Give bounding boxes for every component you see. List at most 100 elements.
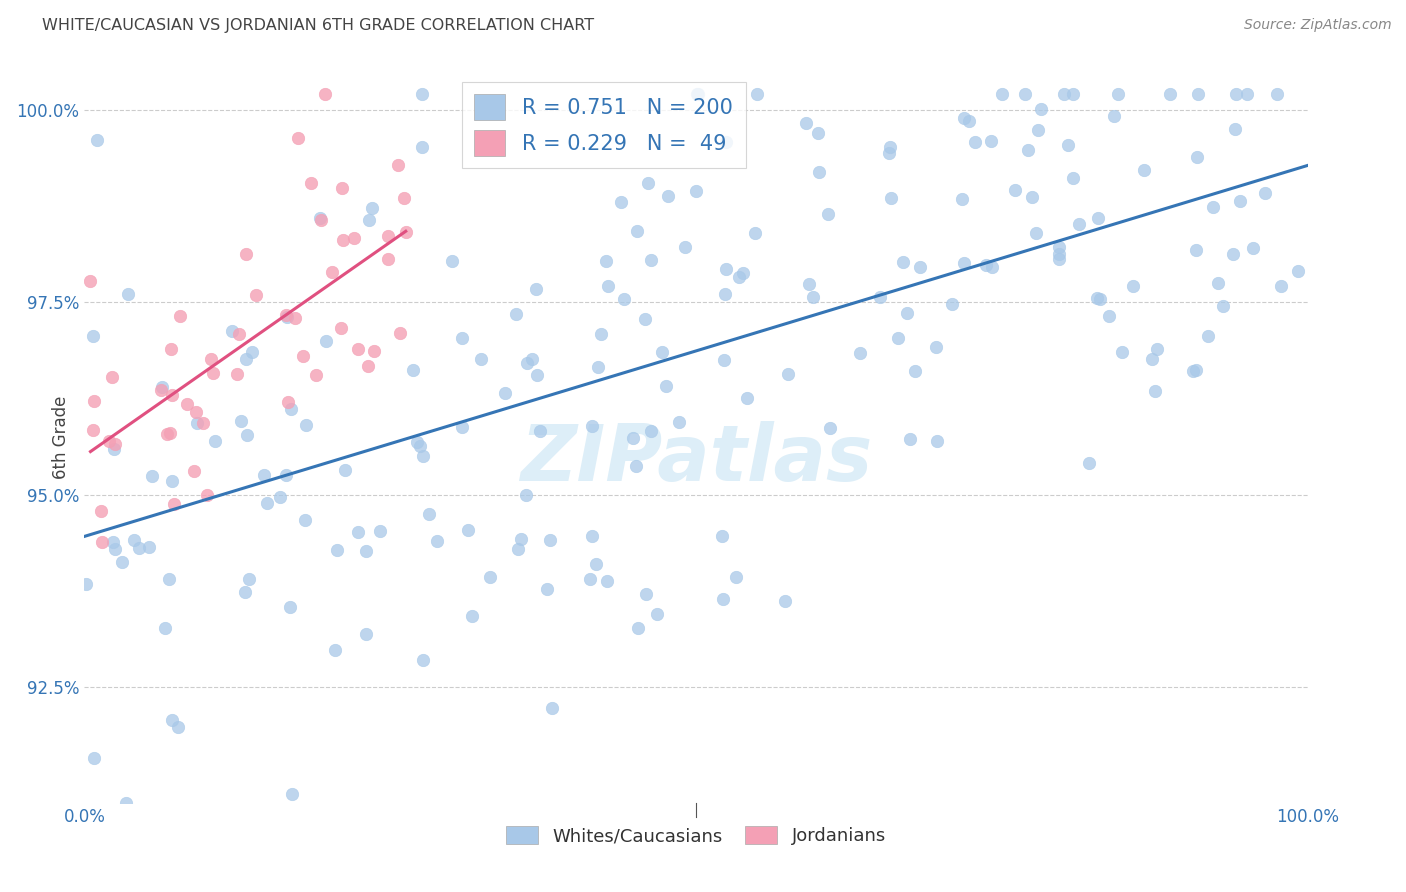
Point [200,352,222,367]
Point [887,331,910,345]
Point [799,277,821,291]
Point [505,307,527,321]
Point [731,265,754,279]
Point [585,557,607,571]
Point [634,587,657,601]
Point [953,111,976,125]
Point [354,627,377,641]
Point [686,87,709,102]
Point [162,388,184,402]
Point [1090,293,1112,307]
Point [292,349,315,363]
Point [1062,171,1084,186]
Point [402,362,425,376]
Point [256,496,278,510]
Point [627,621,650,635]
Point [898,432,921,446]
Point [714,262,737,277]
Point [724,570,747,584]
Point [221,324,243,338]
Point [581,529,603,543]
Point [75,577,97,591]
Point [685,184,707,198]
Point [226,367,249,381]
Point [117,287,139,301]
Point [609,194,631,209]
Point [287,131,309,145]
Point [83,751,105,765]
Point [426,534,449,549]
Point [461,609,484,624]
Point [1185,150,1208,164]
Point [1004,183,1026,197]
Point [233,585,256,599]
Point [1222,247,1244,261]
Point [238,572,260,586]
Point [807,165,830,179]
Point [1014,87,1036,102]
Point [1085,291,1108,305]
Point [869,290,891,304]
Point [1182,364,1205,378]
Point [305,368,328,383]
Point [101,534,124,549]
Point [516,356,538,370]
Point [735,391,758,405]
Point [202,367,225,381]
Point [299,176,322,190]
Point [315,334,337,348]
Point [368,524,391,539]
Point [335,463,357,477]
Point [506,542,529,557]
Point [776,368,799,382]
Point [229,415,252,429]
Point [104,437,127,451]
Point [153,621,176,635]
Point [634,311,657,326]
Point [478,570,501,584]
Point [323,643,346,657]
Point [624,458,647,473]
Point [330,181,353,195]
Legend: Whites/Caucasians, Jordanians: Whites/Caucasians, Jordanians [499,819,893,852]
Point [245,288,267,302]
Point [311,213,333,227]
Point [879,140,901,154]
Point [950,192,973,206]
Point [409,439,432,453]
Point [457,523,479,537]
Point [1144,384,1167,399]
Point [395,225,418,239]
Point [295,418,318,433]
Point [1202,200,1225,214]
Point [276,310,298,325]
Point [166,720,188,734]
Point [745,87,768,102]
Point [83,394,105,409]
Point [1140,351,1163,366]
Point [392,190,415,204]
Point [796,115,818,129]
Point [673,240,696,254]
Point [1098,309,1121,323]
Point [1197,329,1219,343]
Point [150,384,173,398]
Point [1288,264,1310,278]
Point [621,431,644,445]
Point [387,158,409,172]
Point [1270,278,1292,293]
Point [79,274,101,288]
Point [1031,102,1053,116]
Point [710,529,733,543]
Point [908,260,931,275]
Point [347,524,370,539]
Point [377,252,399,267]
Point [538,533,561,547]
Point [637,177,659,191]
Point [596,279,619,293]
Point [440,253,463,268]
Point [1212,299,1234,313]
Point [195,487,218,501]
Point [308,211,330,226]
Point [980,134,1002,148]
